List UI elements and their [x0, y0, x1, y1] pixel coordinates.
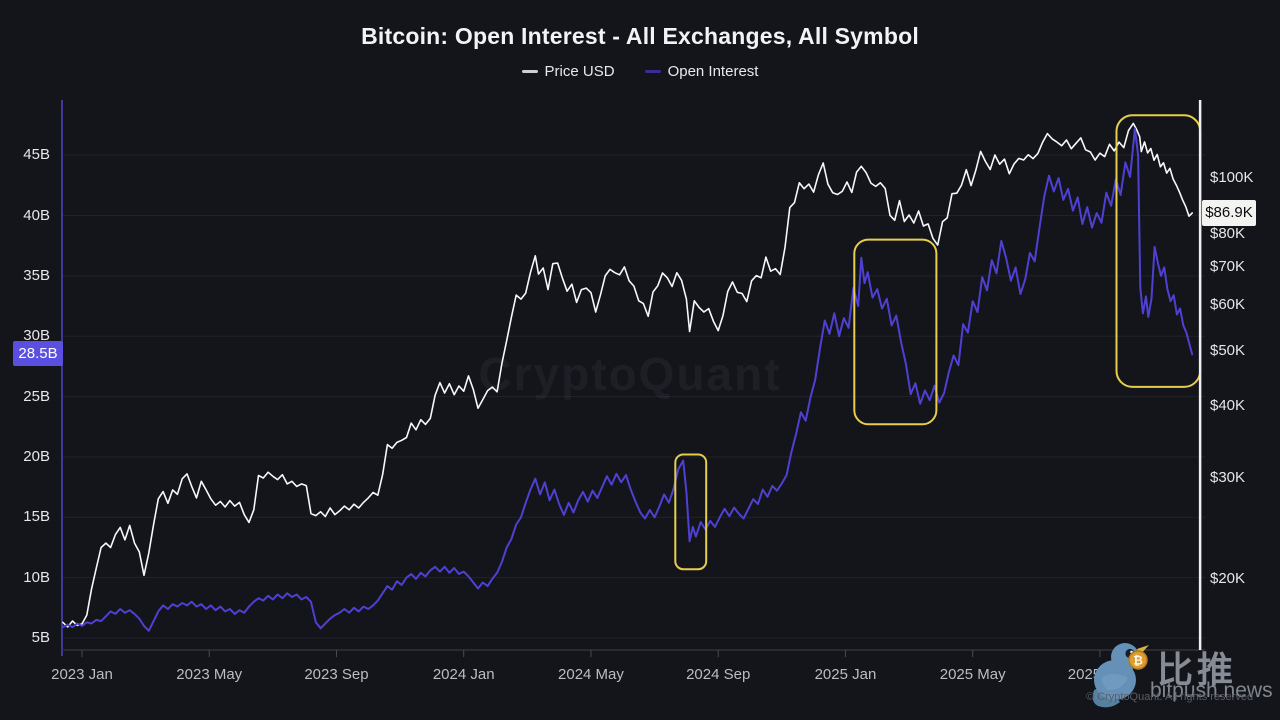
- legend-item-open-interest: Open Interest: [644, 63, 759, 80]
- y-axis-label-right: $30K: [1210, 468, 1246, 486]
- legend-item-price: Price USD: [521, 63, 615, 80]
- y-axis-label-left: 20B: [23, 447, 50, 465]
- x-axis-label: 2023 May: [176, 666, 243, 683]
- y-axis-label-right: $80K: [1210, 224, 1246, 242]
- x-axis-label: 2023 Jan: [51, 666, 113, 683]
- legend-label-open-interest: Open Interest: [667, 63, 759, 80]
- x-axis-label: 2024 Jan: [432, 666, 495, 683]
- price-usd-line: [62, 122, 1193, 628]
- x-axis-label: 2025 May: [939, 666, 1006, 683]
- y-axis-label-left: 25B: [23, 387, 50, 405]
- legend-label-price: Price USD: [544, 63, 615, 80]
- x-axis-label: 2025 Sep: [1067, 666, 1133, 683]
- y-axis-label-left: 30B: [23, 327, 50, 345]
- y-axis-label-left: 45B: [23, 146, 50, 164]
- legend: Price USD Open Interest: [0, 63, 1280, 80]
- y-axis-label-right: $70K: [1210, 257, 1246, 275]
- y-axis-label-right: $40K: [1210, 397, 1246, 415]
- y-axis-label-right: $60K: [1210, 296, 1246, 314]
- y-axis-label-left: 15B: [23, 508, 50, 526]
- y-axis-label-right: $100K: [1210, 169, 1254, 187]
- x-axis-label: 2023 Sep: [304, 666, 369, 683]
- y-axis-label-right: $50K: [1210, 341, 1246, 359]
- page-title: Bitcoin: Open Interest - All Exchanges, …: [361, 23, 919, 49]
- y-axis-label-left: 40B: [23, 206, 50, 224]
- cryptoquant-watermark: CryptoQuant: [478, 348, 782, 400]
- x-axis-label: 2025 Jan: [814, 666, 877, 683]
- open-interest-line: [61, 127, 1194, 632]
- x-axis-label: 2024 May: [558, 666, 624, 683]
- y-axis-label-left: 5B: [31, 629, 50, 646]
- price-current-badge: $86.9K: [1202, 200, 1256, 226]
- highlight-box: [853, 238, 938, 426]
- open-interest-current-badge: 28.5B: [13, 341, 63, 366]
- y-axis-label-right: $20K: [1210, 570, 1246, 587]
- open-interest-line-swatch-icon: [644, 70, 661, 73]
- highlight-box: [674, 453, 708, 571]
- price-line-swatch-icon: [521, 70, 538, 73]
- y-axis-label-left: 10B: [23, 568, 50, 586]
- y-axis-label-left: 35B: [23, 266, 50, 284]
- x-axis-label: 2024 Sep: [686, 666, 751, 683]
